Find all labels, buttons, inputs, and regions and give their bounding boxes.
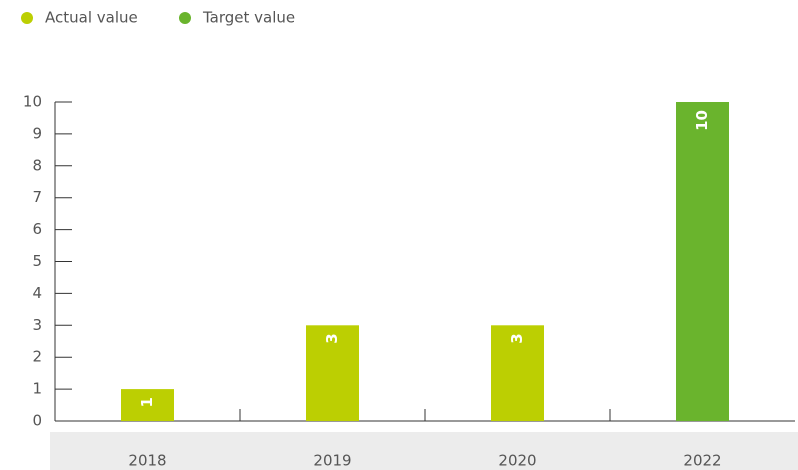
y-tick-label: 9 xyxy=(32,124,42,142)
y-tick-label: 1 xyxy=(32,380,42,398)
data-label: 3 xyxy=(508,333,526,343)
bar xyxy=(491,325,544,421)
data-label: 3 xyxy=(323,333,341,343)
data-label: 1 xyxy=(138,397,156,407)
legend-label: Target value xyxy=(202,9,295,27)
bar xyxy=(676,102,729,421)
x-tick-label: 2019 xyxy=(313,452,351,470)
y-tick-label: 2 xyxy=(32,348,42,366)
legend-label: Actual value xyxy=(45,9,138,27)
legend-marker xyxy=(21,12,33,24)
y-tick-label: 10 xyxy=(23,93,42,111)
data-label: 10 xyxy=(693,110,711,131)
bar xyxy=(121,389,174,421)
legend-marker xyxy=(179,12,191,24)
bar xyxy=(306,325,359,421)
y-tick-label: 3 xyxy=(32,316,42,334)
y-tick-label: 6 xyxy=(32,220,42,238)
x-tick-label: 2020 xyxy=(498,452,536,470)
x-tick-label: 2018 xyxy=(128,452,166,470)
x-label-band xyxy=(50,432,798,470)
y-tick-label: 8 xyxy=(32,156,42,174)
y-tick-label: 0 xyxy=(32,412,42,430)
y-tick-label: 4 xyxy=(32,284,42,302)
y-tick-label: 5 xyxy=(32,252,42,270)
x-tick-label: 2022 xyxy=(683,452,721,470)
y-tick-label: 7 xyxy=(32,188,42,206)
